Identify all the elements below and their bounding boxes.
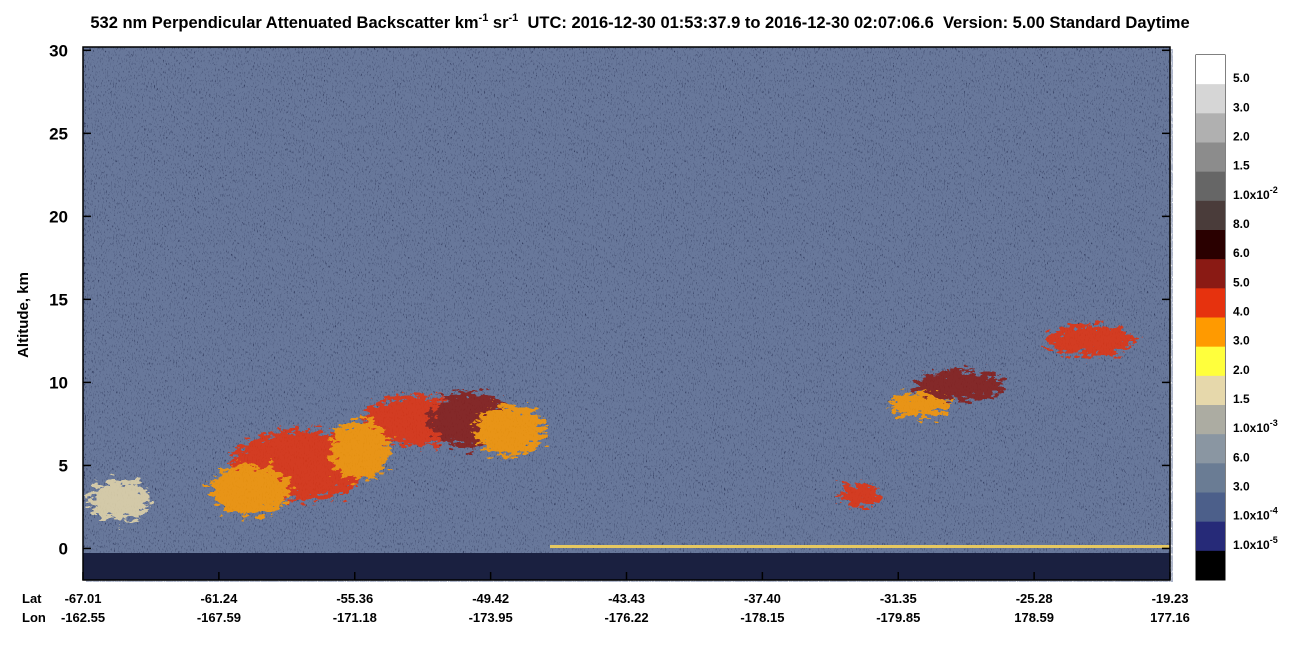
x-tick-label: -49.42 <box>472 591 509 606</box>
colorbar-label: 8.0 <box>1233 217 1250 231</box>
y-tick-label: 10 <box>49 373 68 392</box>
x-tick-label: -179.85 <box>876 610 920 625</box>
colorbar-swatch <box>1196 317 1225 348</box>
colorbar-label-text: 3.0 <box>1233 480 1250 494</box>
colorbar-label-exp: -2 <box>1270 185 1278 195</box>
colorbar-label-text: 8.0 <box>1233 217 1250 231</box>
y-tick-label: 20 <box>49 207 68 226</box>
colorbar-swatch <box>1196 171 1225 202</box>
colorbar-swatch <box>1196 405 1225 435</box>
colorbar-label: 1.0x10-4 <box>1233 506 1278 523</box>
x-row-label: Lat <box>22 591 42 606</box>
colorbar-label-text: 1.0x10 <box>1233 509 1270 523</box>
colorbar-label-exp: -5 <box>1270 535 1278 545</box>
colorbar-swatch <box>1196 492 1225 523</box>
y-tick-label: 30 <box>49 41 68 60</box>
x-tick-label: -67.01 <box>65 591 102 606</box>
colorbar-label-text: 1.0x10 <box>1233 188 1270 202</box>
colorbar-swatch <box>1196 84 1225 114</box>
colorbar-swatch <box>1196 200 1225 231</box>
colorbar-swatch <box>1196 259 1225 289</box>
colorbar-label-text: 1.0x10 <box>1233 421 1270 435</box>
y-tick-label: 0 <box>59 539 68 558</box>
x-tick-label: -31.35 <box>880 591 917 606</box>
colorbar-label-text: 2.0 <box>1233 130 1250 144</box>
colorbar-swatch <box>1196 346 1225 377</box>
colorbar-label: 1.0x10-2 <box>1233 185 1278 202</box>
x-tick-label: 177.16 <box>1150 610 1190 625</box>
colorbar-label: 1.5 <box>1233 159 1250 173</box>
y-tick-label: 15 <box>49 290 68 309</box>
colorbar-swatch <box>1196 113 1225 143</box>
x-tick-label: -171.18 <box>333 610 377 625</box>
colorbar-swatch <box>1196 288 1225 318</box>
surface-return <box>550 545 1170 548</box>
colorbar-label-text: 2.0 <box>1233 363 1250 377</box>
colorbar-label: 1.0x10-3 <box>1233 418 1278 435</box>
colorbar-label: 6.0 <box>1233 246 1250 260</box>
colorbar-label: 4.0 <box>1233 305 1250 319</box>
plot-area <box>82 46 1173 582</box>
colorbar-swatch <box>1196 142 1225 173</box>
colorbar-label-text: 1.0x10 <box>1233 538 1270 552</box>
x-tick-label: -167.59 <box>197 610 241 625</box>
x-tick-label: -19.23 <box>1152 591 1189 606</box>
colorbar-label: 3.0 <box>1233 100 1250 114</box>
y-tick-label: 5 <box>59 456 68 475</box>
x-tick-label: -25.28 <box>1016 591 1053 606</box>
colorbar-swatch <box>1196 55 1225 85</box>
colorbar-label: 1.0x10-5 <box>1233 535 1278 552</box>
chart-title: 532 nm Perpendicular Attenuated Backscat… <box>90 12 1189 32</box>
x-tick-label: -55.36 <box>336 591 373 606</box>
colorbar-label: 6.0 <box>1233 450 1250 464</box>
colorbar-label-text: 1.5 <box>1233 392 1250 406</box>
cloud-features <box>90 325 1135 520</box>
x-tick-label: -43.43 <box>608 591 645 606</box>
colorbar-label: 2.0 <box>1233 130 1250 144</box>
y-axis-label: Altitude, km <box>15 272 32 358</box>
x-tick-label: -173.95 <box>469 610 513 625</box>
colorbar-label-text: 6.0 <box>1233 450 1250 464</box>
colorbar-label-text: 3.0 <box>1233 334 1250 348</box>
colorbar-swatch <box>1196 463 1225 493</box>
colorbar-swatch <box>1196 434 1225 464</box>
colorbar-label-text: 5.0 <box>1233 275 1250 289</box>
colorbar-label: 5.0 <box>1233 71 1250 85</box>
x-tick-label: -162.55 <box>61 610 105 625</box>
colorbar-label: 5.0 <box>1233 275 1250 289</box>
x-tick-label: -178.15 <box>740 610 784 625</box>
colorbar-label: 1.5 <box>1233 392 1250 406</box>
colorbar-label-exp: -3 <box>1270 418 1278 428</box>
colorbar-label: 3.0 <box>1233 334 1250 348</box>
colorbar-swatch <box>1196 230 1225 260</box>
x-tick-label: 178.59 <box>1014 610 1054 625</box>
colorbar-label: 2.0 <box>1233 363 1250 377</box>
colorbar-label-text: 1.5 <box>1233 159 1250 173</box>
colorbar-label: 3.0 <box>1233 480 1250 494</box>
colorbar-label-text: 5.0 <box>1233 71 1250 85</box>
x-tick-label: -61.24 <box>200 591 238 606</box>
colorbar-label-exp: -4 <box>1270 506 1278 516</box>
x-row-label: Lon <box>22 610 46 625</box>
colorbar-label-text: 3.0 <box>1233 100 1250 114</box>
x-tick-label: -176.22 <box>604 610 648 625</box>
colorbar-swatch <box>1196 550 1225 581</box>
colorbar-label-text: 6.0 <box>1233 246 1250 260</box>
colorbar-label-text: 4.0 <box>1233 305 1250 319</box>
x-tick-label: -37.40 <box>744 591 781 606</box>
y-tick-label: 25 <box>49 124 68 143</box>
colorbar-swatch <box>1196 375 1225 406</box>
colorbar-swatch <box>1196 521 1225 552</box>
